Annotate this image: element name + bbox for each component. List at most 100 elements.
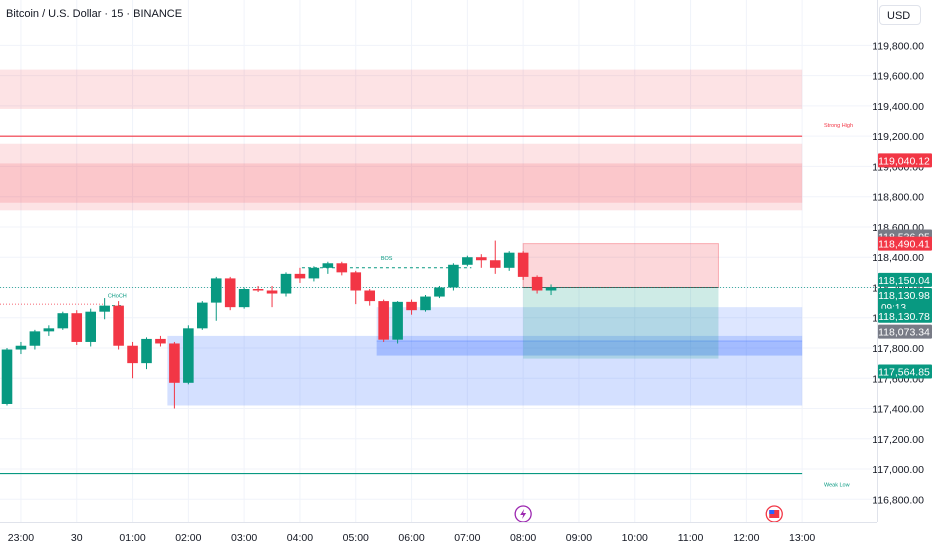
- candle-body: [252, 288, 264, 291]
- candle-body: [155, 338, 166, 344]
- candle-body: [169, 343, 180, 383]
- strong-high-label: Strong High: [824, 123, 853, 129]
- candle-body: [531, 276, 543, 291]
- chart-title: Bitcoin / U.S. Dollar · 15 · BINANCE: [6, 8, 183, 20]
- supply-zone: [0, 69, 803, 109]
- x-tick-label: 07:00: [454, 532, 480, 544]
- y-tick-label: 118,400.00: [872, 252, 924, 264]
- x-tick-label: 12:00: [733, 532, 759, 544]
- x-tick-label: 09:00: [566, 532, 592, 544]
- supply-zone: [0, 163, 803, 203]
- x-tick-label: 23:00: [8, 532, 34, 544]
- x-tick-label: 01:00: [119, 532, 145, 544]
- x-tick-label: 08:00: [510, 532, 536, 544]
- y-tick-label: 117,800.00: [872, 343, 924, 355]
- candle-body: [294, 273, 306, 279]
- price-tag-value: 118,130.78: [878, 311, 930, 323]
- x-tick-label: 03:00: [231, 532, 257, 544]
- candle-body: [545, 287, 557, 291]
- candle-body: [127, 345, 138, 364]
- x-tick-label: 13:00: [789, 532, 815, 544]
- y-tick-label: 119,400.00: [872, 101, 924, 113]
- position-target-zone: [523, 287, 719, 359]
- y-tick-label: 119,800.00: [872, 40, 924, 52]
- candle-body: [266, 290, 278, 294]
- price-tag-value: 118,073.34: [878, 327, 930, 339]
- candle-body: [489, 260, 501, 268]
- price-tag: [878, 308, 932, 323]
- x-tick-label: 02:00: [175, 532, 201, 544]
- x-tick-label: 06:00: [398, 532, 424, 544]
- structure-break-label: BOS: [381, 256, 393, 262]
- y-tick-label: 119,200.00: [872, 131, 924, 143]
- y-tick-label: 117,400.00: [872, 404, 924, 416]
- price-tag: [878, 272, 932, 287]
- candle-body: [378, 301, 389, 340]
- price-tag-countdown: 09:13: [881, 303, 906, 314]
- y-tick-label: 117,000.00: [872, 464, 924, 476]
- candle-body: [71, 313, 83, 342]
- candle-body: [113, 305, 124, 346]
- candle-body: [448, 264, 459, 288]
- candle-body: [517, 252, 529, 277]
- y-tick-label: 117,200.00: [872, 434, 924, 446]
- candle-body: [238, 288, 250, 308]
- structure-break-label: CHoCH: [108, 294, 127, 300]
- candle-body: [308, 267, 320, 279]
- weak-low-label: Weak Low: [824, 483, 850, 489]
- candle-body: [29, 331, 41, 346]
- demand-zone: [376, 307, 803, 342]
- candle-body: [420, 296, 431, 311]
- demand-zone: [167, 335, 803, 406]
- currency-button[interactable]: USD: [879, 5, 921, 25]
- candle-body: [99, 305, 110, 312]
- candle-body: [364, 290, 376, 302]
- candle-body: [503, 252, 515, 268]
- price-tag-value: 117,564.85: [878, 366, 930, 378]
- price-tag: [878, 288, 932, 315]
- x-tick-label: 04:00: [287, 532, 313, 544]
- candle-body: [1, 349, 13, 404]
- us-flag-event-icon-canton: [769, 510, 775, 514]
- candle-body: [434, 287, 445, 297]
- price-tag: [878, 153, 932, 168]
- candle-body: [85, 311, 97, 342]
- candle-body: [183, 328, 194, 383]
- time-axis-separator: [0, 522, 877, 523]
- lightning-event-icon-glyph: [520, 509, 527, 519]
- candle-body: [462, 257, 473, 265]
- x-tick-label: 30: [71, 532, 83, 544]
- candle-body: [336, 263, 348, 273]
- candle-body: [43, 328, 55, 332]
- x-tick-label: 05:00: [343, 532, 369, 544]
- x-tick-label: 11:00: [678, 532, 704, 544]
- price-tag-value: 119,040.12: [878, 155, 930, 167]
- candle-body: [392, 301, 403, 340]
- candle-body: [350, 272, 362, 291]
- price-tag-value: 118,490.41: [878, 239, 930, 251]
- y-tick-label: 116,800.00: [872, 494, 924, 506]
- price-tag-value: 118,130.98: [878, 290, 930, 302]
- y-tick-label: 118,800.00: [872, 192, 924, 204]
- candle-body: [322, 263, 334, 268]
- candle-body: [141, 338, 152, 364]
- demand-zone: [376, 340, 803, 356]
- price-tag-value: 118,150.04: [878, 275, 930, 287]
- candle-body: [406, 301, 417, 311]
- position-stop-zone: [522, 243, 719, 288]
- price-tag: [878, 236, 932, 251]
- price-tag: [878, 364, 932, 379]
- candle-body: [15, 345, 27, 350]
- candle-body: [280, 273, 292, 294]
- candle-body: [475, 257, 487, 261]
- candle-body: [57, 313, 69, 329]
- x-tick-label: 10:00: [622, 532, 648, 544]
- supply-zone: [0, 143, 803, 211]
- price-tag: [878, 324, 932, 339]
- candle-body: [196, 302, 208, 329]
- price-axis-separator: [877, 0, 878, 522]
- y-tick-label: 119,600.00: [872, 71, 924, 83]
- candle-body: [224, 278, 236, 308]
